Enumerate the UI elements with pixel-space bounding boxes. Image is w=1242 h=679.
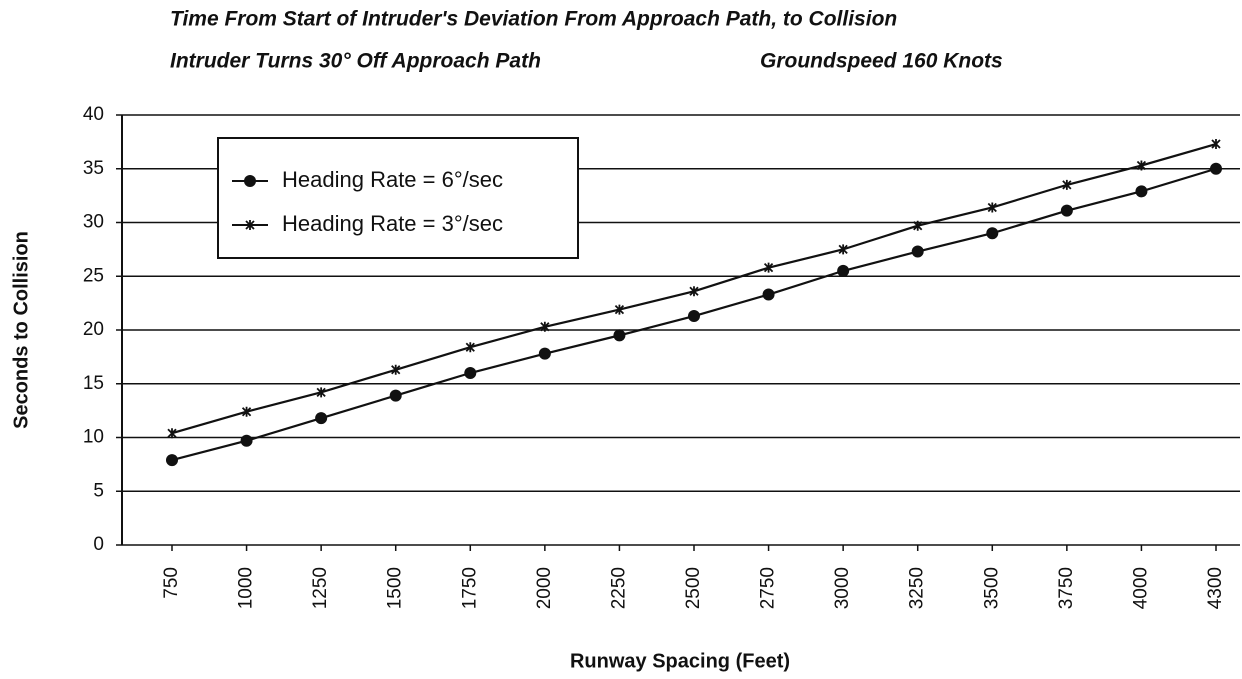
point [913, 220, 923, 231]
x-tick-label: 3500 [981, 567, 1002, 609]
point [1135, 185, 1148, 198]
x-tick-label: 3000 [832, 567, 853, 609]
point [465, 342, 475, 353]
y-tick-label: 5 [93, 480, 104, 501]
point [540, 321, 550, 332]
point [166, 454, 178, 467]
y-axis-label: Seconds to Collision [10, 231, 32, 429]
point [167, 428, 177, 439]
y-tick-label: 15 [83, 373, 104, 394]
x-tick-label: 4000 [1130, 567, 1151, 609]
point [987, 202, 997, 213]
point [689, 286, 699, 297]
point [316, 387, 326, 398]
chart-subtitle: Groundspeed 160 Knots [760, 50, 1003, 73]
point [240, 434, 253, 447]
x-tick-label: 3750 [1056, 567, 1077, 609]
point [838, 244, 848, 255]
x-tick-label: 2250 [608, 567, 629, 609]
point [614, 304, 625, 315]
point [1136, 160, 1147, 171]
point [986, 227, 999, 240]
x-tick-label: 750 [161, 567, 182, 599]
point [389, 389, 402, 402]
point [1210, 162, 1222, 175]
x-tick-label: 4300 [1205, 567, 1226, 609]
point [1060, 204, 1073, 217]
y-tick-label: 30 [83, 212, 104, 233]
chart-subtitle: Intruder Turns 30° Off Approach Path [170, 50, 541, 73]
point [538, 347, 551, 360]
point [613, 329, 626, 342]
point [245, 220, 255, 230]
x-tick-label: 2000 [534, 567, 555, 609]
y-tick-label: 20 [83, 319, 104, 340]
point [1062, 179, 1072, 190]
chart-title: Time From Start of Intruder's Deviation … [170, 8, 897, 31]
x-tick-label: 1500 [385, 567, 406, 609]
y-tick-label: 10 [83, 427, 104, 448]
y-tick-label: 0 [93, 534, 104, 555]
point [315, 412, 328, 425]
point [391, 364, 401, 375]
x-axis-label: Runway Spacing (Feet) [570, 650, 790, 672]
x-tick-label: 2500 [683, 567, 704, 609]
y-tick-label: 40 [83, 104, 104, 125]
point [1211, 139, 1221, 150]
point [464, 367, 477, 379]
point [241, 406, 252, 417]
x-tick-label: 1250 [310, 567, 331, 609]
point [837, 264, 850, 277]
x-tick-label: 1000 [236, 567, 257, 609]
x-tick-label: 2750 [758, 567, 779, 609]
x-tick-label: 3250 [907, 567, 928, 609]
x-tick-label: 1750 [459, 567, 480, 609]
point [763, 262, 774, 273]
point [762, 288, 775, 301]
point [244, 175, 256, 187]
y-tick-label: 35 [83, 158, 104, 179]
point [688, 310, 700, 323]
legend-box [217, 137, 579, 259]
legend-label: Heading Rate = 6°/sec [282, 167, 503, 192]
point [911, 245, 924, 258]
legend-label: Heading Rate = 3°/sec [282, 211, 503, 236]
y-tick-label: 25 [83, 265, 104, 286]
